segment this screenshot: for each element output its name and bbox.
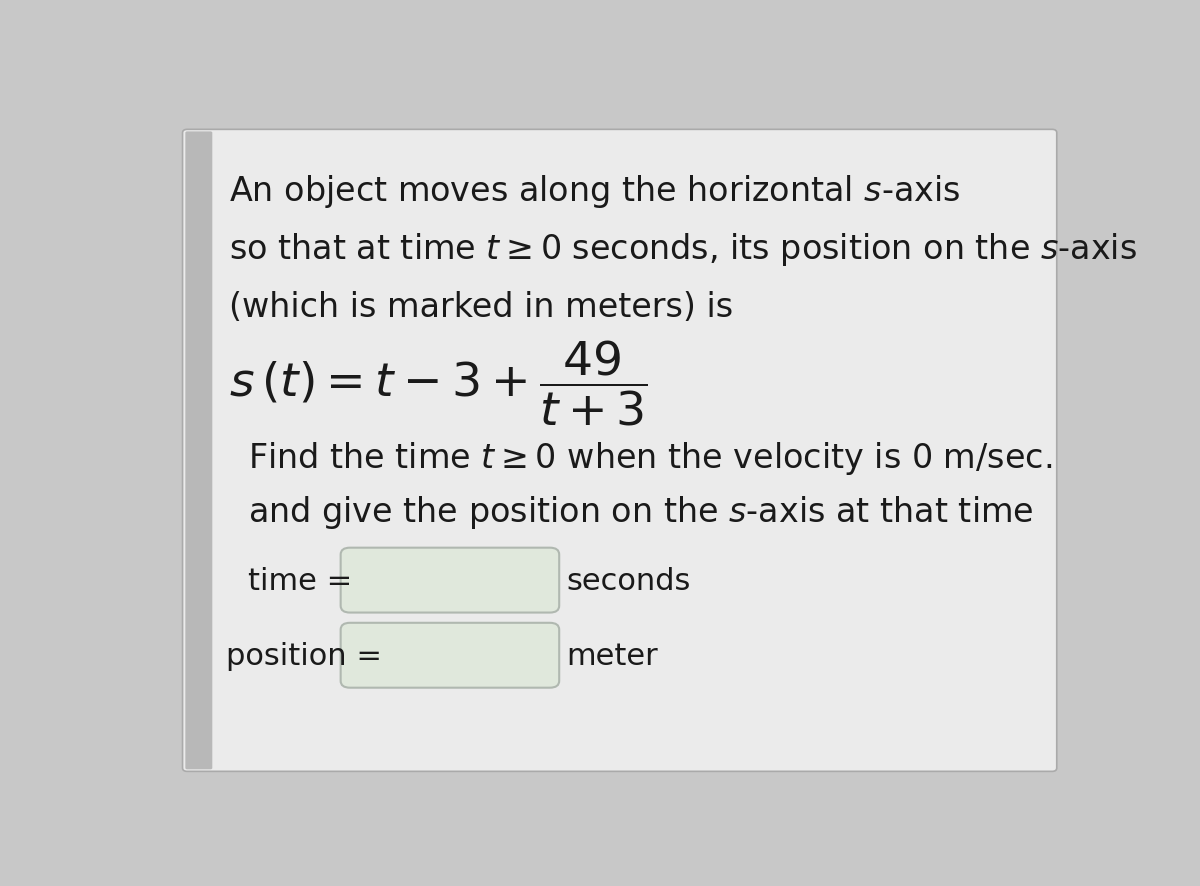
- Text: $s\,(t) = t - 3 + \dfrac{49}{t+3}$: $s\,(t) = t - 3 + \dfrac{49}{t+3}$: [229, 338, 648, 427]
- Text: (which is marked in meters) is: (which is marked in meters) is: [229, 291, 733, 324]
- Text: seconds: seconds: [566, 566, 691, 595]
- FancyBboxPatch shape: [185, 132, 212, 769]
- Text: position =: position =: [227, 641, 383, 670]
- Text: An object moves along the horizontal $s$-axis: An object moves along the horizontal $s$…: [229, 173, 960, 210]
- Text: time =: time =: [247, 566, 352, 595]
- FancyBboxPatch shape: [341, 548, 559, 613]
- Text: Find the time $t \geq 0$ when the velocity is 0 m/sec.: Find the time $t \geq 0$ when the veloci…: [247, 439, 1051, 476]
- FancyBboxPatch shape: [341, 623, 559, 688]
- FancyBboxPatch shape: [182, 130, 1057, 772]
- Text: meter: meter: [566, 641, 659, 670]
- Text: and give the position on the $s$-axis at that time: and give the position on the $s$-axis at…: [247, 494, 1033, 531]
- Text: so that at time $t \geq 0$ seconds, its position on the $s$-axis: so that at time $t \geq 0$ seconds, its …: [229, 231, 1136, 268]
